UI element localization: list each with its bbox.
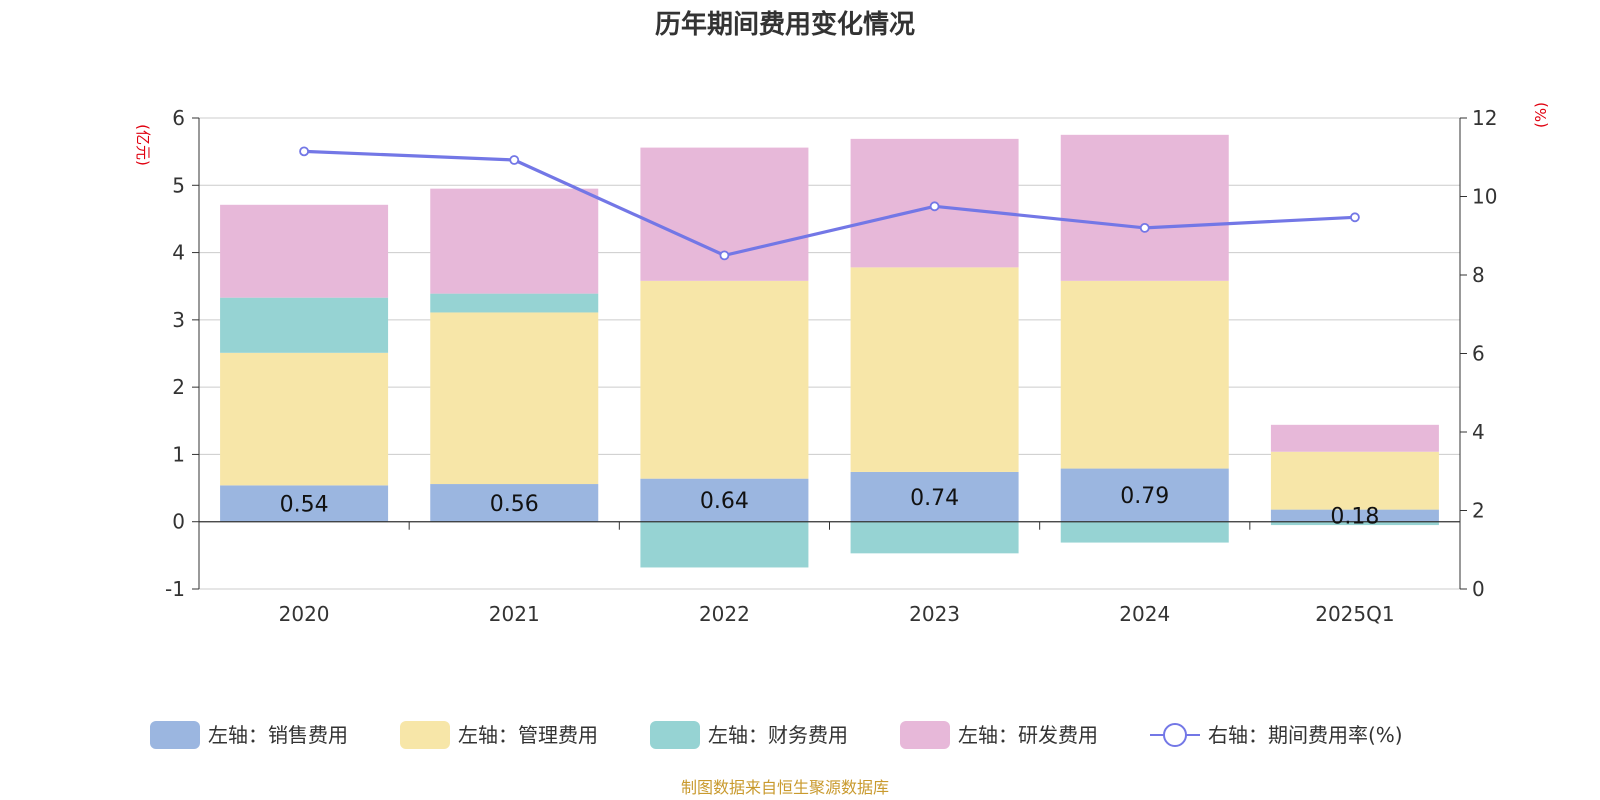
bar-value-label: 0.79 <box>1120 484 1169 509</box>
category-label: 2020 <box>279 602 330 626</box>
bar-segment <box>640 147 809 281</box>
left-tick-label: 0 <box>172 510 185 534</box>
bar-segment <box>640 521 809 568</box>
bar-value-label: 0.18 <box>1330 505 1379 530</box>
legend-label: 左轴：研发费用 <box>958 723 1098 747</box>
data-labels: 0.54 0.56 0.64 0.74 0.79 0.18 <box>280 484 1380 530</box>
legend-swatch <box>150 721 200 749</box>
left-tick-label: -1 <box>165 577 185 601</box>
left-tick-label: 2 <box>172 375 185 399</box>
category-label: 2025Q1 <box>1315 602 1394 626</box>
bar-segment <box>640 478 809 522</box>
bar-segment <box>1270 424 1439 452</box>
bar-segment <box>220 297 389 353</box>
bar-segment <box>640 280 809 479</box>
right-tick-label: 12 <box>1472 106 1497 130</box>
chart-title: 历年期间费用变化情况 <box>655 9 915 40</box>
left-axis-unit: (亿元) <box>134 124 152 166</box>
bar-segment <box>1060 134 1229 281</box>
bar-segment <box>220 204 389 298</box>
left-tick-label: 4 <box>172 241 185 265</box>
bar-segment <box>850 521 1019 554</box>
bar-segment <box>220 485 389 522</box>
category-label: 2022 <box>699 602 750 626</box>
legend-label: 左轴：财务费用 <box>708 723 848 747</box>
bar-value-label: 0.54 <box>280 493 329 518</box>
left-tick-label: 6 <box>172 106 185 130</box>
bar-segment <box>430 484 599 522</box>
bar-segment <box>1270 521 1439 526</box>
right-tick-label: 2 <box>1472 499 1485 523</box>
category-label: 2021 <box>489 602 540 626</box>
bar-value-label: 0.64 <box>700 489 749 514</box>
line-point <box>719 250 730 261</box>
right-tick-label: 4 <box>1472 420 1485 444</box>
line-point <box>1139 222 1150 233</box>
right-tick-label: 10 <box>1472 185 1497 209</box>
category-label: 2023 <box>909 602 960 626</box>
bar-segment <box>850 471 1019 522</box>
right-tick-label: 0 <box>1472 577 1485 601</box>
line-series <box>299 146 1360 261</box>
bar-segment <box>430 312 599 485</box>
line-point <box>299 146 309 157</box>
legend-swatch <box>650 721 700 749</box>
bar-value-label: 0.56 <box>490 492 539 517</box>
legend-label: 左轴：管理费用 <box>458 723 598 747</box>
gridlines <box>199 117 1460 590</box>
bar-segment <box>220 352 389 486</box>
left-tick-label: 3 <box>172 308 185 332</box>
line-point <box>929 201 940 212</box>
bar-value-label: 0.74 <box>910 486 959 511</box>
legend-swatch <box>900 721 950 749</box>
left-tick-label: 5 <box>172 173 185 197</box>
data-source-note: 制图数据来自恒生聚源数据库 <box>681 778 889 797</box>
legend-label: 右轴：期间费用率(%) <box>1208 723 1403 747</box>
bar-segment <box>1270 451 1439 510</box>
bar-segment <box>430 188 599 294</box>
legend-label: 左轴：销售费用 <box>208 723 348 747</box>
left-tick-label: 1 <box>172 442 185 466</box>
bar-segment <box>1060 468 1229 522</box>
expense-ratio-line <box>304 149 1355 258</box>
right-tick-label: 8 <box>1472 263 1485 287</box>
line-point <box>1350 212 1360 223</box>
legend-marker <box>1163 723 1187 747</box>
right-tick-label: 6 <box>1472 342 1485 366</box>
bar-segment <box>1270 509 1439 522</box>
category-label: 2024 <box>1119 602 1170 626</box>
bar-segment <box>1060 280 1229 469</box>
bar-segment <box>1060 521 1229 543</box>
right-axis-unit: (%) <box>1532 102 1550 128</box>
legend-swatch <box>400 721 450 749</box>
bar-segment <box>430 293 599 313</box>
line-point <box>509 155 520 165</box>
bar-segment <box>850 267 1019 472</box>
legend: 左轴：销售费用 左轴：管理费用 左轴：财务费用 左轴：研发费用 右轴：期间费用率(%) <box>150 721 1403 749</box>
bar-series <box>220 134 1439 568</box>
